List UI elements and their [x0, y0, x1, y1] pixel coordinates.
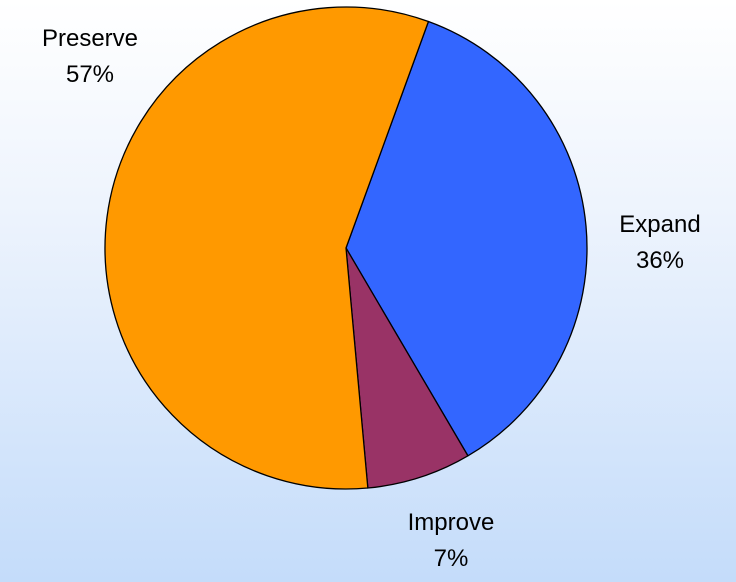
pie-labels: Expand 36% Improve 7% Preserve 57%: [42, 25, 701, 572]
slice-percent-expand: 36%: [636, 247, 684, 274]
pie-slices: [104, 6, 588, 490]
pie-slice-improve: [345, 247, 469, 489]
pie-slice-expand: [345, 20, 588, 457]
slice-label-expand: Expand: [619, 211, 700, 238]
slice-label-improve: Improve: [408, 509, 495, 536]
slice-label-preserve: Preserve: [42, 25, 138, 52]
slice-percent-improve: 7%: [434, 545, 469, 572]
slice-percent-preserve: 57%: [66, 61, 114, 88]
pie-slice-preserve: [104, 6, 430, 490]
